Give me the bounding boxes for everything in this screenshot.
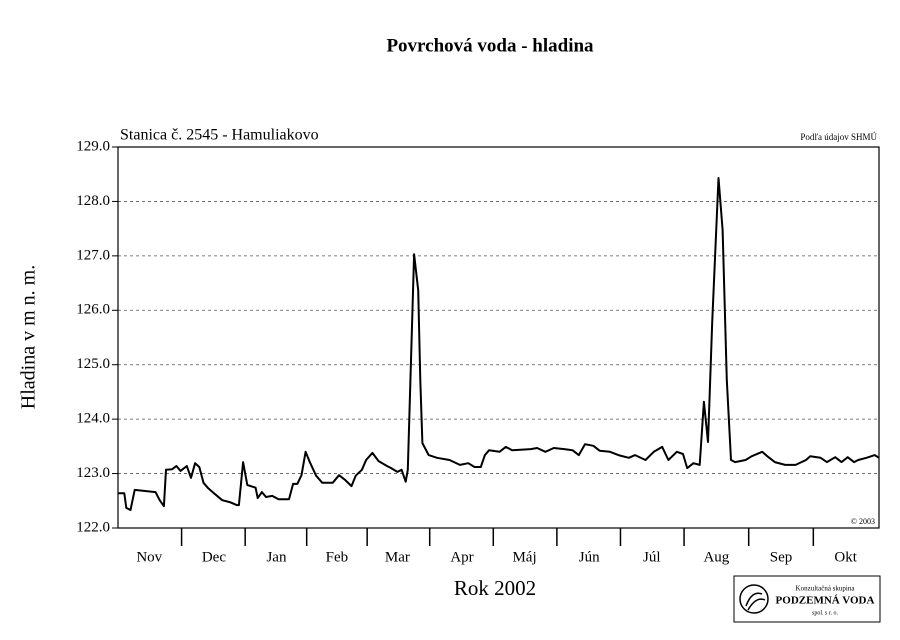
y-tick-label: 123.0	[76, 465, 110, 481]
y-axis-label: Hladina v m n. m.	[18, 265, 40, 409]
logo-frame	[733, 575, 881, 623]
x-tick-label: Okt	[834, 549, 857, 565]
subtitle: Stanica č. 2545 - Hamuliakovo	[120, 127, 319, 144]
y-tick-label: 128.0	[76, 193, 110, 209]
x-tick-label: Jan	[266, 549, 286, 565]
x-tick-label: Jún	[579, 549, 600, 565]
logo-line: Konzultačná skupina	[796, 585, 856, 593]
copyright: © 2003	[851, 517, 875, 526]
logo-icon	[739, 584, 769, 614]
x-tick-label: Máj	[512, 549, 536, 565]
x-tick-label: Júl	[643, 549, 661, 565]
logo-icon-lines	[745, 592, 766, 611]
logo-line: PODZEMNÁ VODA	[776, 595, 875, 607]
x-tick-label: Feb	[326, 549, 349, 565]
x-tick-label: Sep	[770, 549, 793, 565]
y-tick-label: 127.0	[76, 247, 110, 263]
source: Podľa údajov SHMÚ	[800, 132, 877, 142]
plot-frame	[117, 146, 880, 529]
y-tick-label: 124.0	[76, 411, 110, 427]
series-line	[118, 177, 880, 511]
x-tick-label: Mar	[385, 549, 410, 565]
logo: Konzultačná skupina PODZEMNÁ VODA spol. …	[733, 575, 881, 623]
y-tick-label: 129.0	[76, 138, 110, 154]
x-tick-label: Nov	[136, 549, 162, 565]
chart-title: Povrchová voda - hladina	[386, 35, 594, 56]
x-tick-label: Aug	[703, 549, 729, 565]
y-tick-label: 125.0	[76, 356, 110, 372]
y-tick-label: 122.0	[76, 519, 110, 535]
x-axis-label: Rok 2002	[454, 576, 536, 600]
logo-line: spol. s r. o.	[812, 610, 839, 616]
y-tick-label: 126.0	[76, 302, 110, 318]
x-tick-label: Dec	[202, 549, 226, 565]
x-tick-label: Apr	[450, 549, 473, 565]
